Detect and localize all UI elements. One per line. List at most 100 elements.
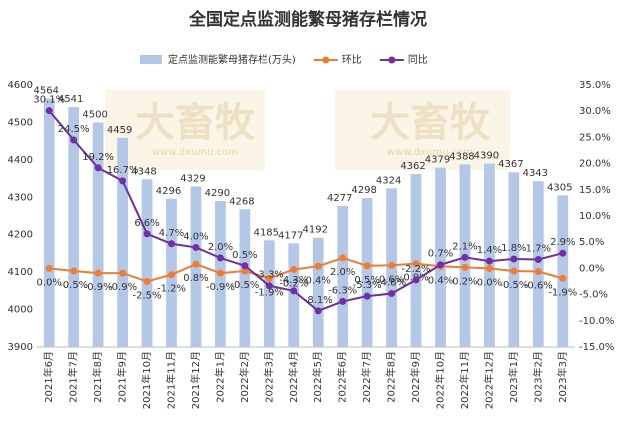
bar-value-label: 4564	[34, 85, 59, 96]
watermark-box	[335, 90, 510, 170]
line-marker	[192, 243, 200, 251]
line-marker	[45, 107, 53, 115]
bar-value-label: 4296	[156, 186, 181, 197]
y2-tick-label: -10.0%	[579, 316, 614, 327]
line-value-label: -0.5%	[499, 280, 528, 291]
bar-value-label: 4290	[205, 188, 230, 199]
line-marker	[388, 290, 396, 298]
line	[49, 256, 564, 283]
y2-tick-label: 35.0%	[579, 80, 611, 91]
watermark: 大畜牧	[135, 100, 256, 146]
y2-tick-label: 0.0%	[579, 263, 604, 274]
bar	[92, 122, 104, 347]
line-value-label: -8.1%	[304, 295, 333, 306]
y2-tick-label: 15.0%	[579, 185, 611, 196]
line-value-label: 4.0%	[183, 231, 208, 242]
line-marker	[45, 264, 53, 272]
bar-value-label: 4459	[107, 125, 132, 136]
line-value-label: 1.4%	[477, 245, 502, 256]
x-tick-label: 2023年2月	[531, 351, 544, 403]
y-tick-label: 3900	[8, 342, 33, 353]
bar-value-label: 4268	[229, 196, 254, 207]
bar-value-label: 4362	[400, 161, 425, 172]
x-tick-label: 2022年9月	[409, 351, 422, 403]
line-marker	[485, 257, 493, 265]
bar	[557, 195, 569, 347]
bar	[288, 243, 300, 347]
line-value-label: -0.2%	[279, 278, 308, 289]
line-value-label: -4.3%	[279, 275, 308, 286]
y2-tick-label: 30.0%	[579, 106, 611, 117]
x-tick-label: 2023年3月	[556, 351, 569, 403]
line-value-label: -3.3%	[255, 270, 284, 281]
line-value-label: -0.5%	[230, 280, 259, 291]
bar-value-label: 4305	[547, 182, 572, 193]
line-value-label: -0.6%	[524, 281, 553, 292]
line-value-label: 1.8%	[501, 243, 526, 254]
line-value-label: -5.3%	[353, 280, 382, 291]
legend-label: 环比	[342, 54, 362, 66]
watermark-box	[105, 90, 265, 170]
line	[48, 110, 564, 312]
bar-value-label: 4185	[254, 227, 279, 238]
line-value-label: 30.1%	[33, 95, 65, 106]
y2-tick-label: 5.0%	[579, 237, 604, 248]
line-marker	[510, 255, 518, 263]
y2-tick-label: 20.0%	[579, 159, 611, 170]
bar	[141, 179, 153, 347]
line-value-label: -2.2%	[402, 264, 431, 275]
line-value-label: 0.5%	[232, 250, 257, 261]
legend-marker	[322, 56, 330, 64]
line-value-label: 0.6%	[379, 274, 404, 285]
line-marker	[119, 269, 127, 277]
line-value-label: -4.8%	[377, 278, 406, 289]
bar	[117, 137, 128, 347]
line-marker	[119, 177, 127, 185]
bar-value-label: 4343	[523, 168, 548, 179]
y2-tick-label: -5.0%	[579, 290, 608, 301]
watermark: 大畜牧	[370, 100, 491, 146]
y-tick-label: 4600	[8, 80, 33, 91]
y-tick-label: 4300	[8, 192, 33, 203]
line-value-label: 6.6%	[134, 218, 159, 229]
watermark-url: www.dxumu.com	[387, 147, 473, 158]
y-tick-label: 4200	[8, 230, 33, 241]
line-value-label: 2.9%	[550, 237, 575, 248]
line-marker	[265, 274, 273, 282]
line-marker	[339, 254, 347, 262]
y-tick-label: 4100	[8, 267, 33, 278]
y-tick-label: 4400	[8, 155, 33, 166]
line-value-label: 2.0%	[208, 242, 233, 253]
line-value-label: -6.3%	[328, 285, 357, 296]
line-value-label: 2.1%	[452, 241, 477, 252]
bar-value-label: 4367	[498, 159, 523, 170]
bar-value-label: 4388	[449, 151, 474, 162]
bar	[68, 107, 80, 347]
x-tick-label: 2022年5月	[311, 351, 324, 403]
line-marker	[412, 260, 420, 268]
line-marker	[339, 297, 347, 305]
line-marker	[241, 267, 249, 275]
line-value-label: -0.9%	[84, 282, 113, 293]
line-marker	[485, 264, 493, 272]
line-marker	[143, 230, 151, 238]
line-value-label: 0.0%	[477, 277, 502, 288]
line-marker	[534, 268, 542, 276]
x-tick-label: 2021年11月	[165, 351, 178, 409]
line-value-label: 19.2%	[82, 152, 114, 163]
line-marker	[70, 136, 78, 144]
line-marker	[168, 271, 175, 279]
x-tick-label: 2021年7月	[67, 351, 80, 403]
line-marker	[510, 267, 518, 275]
bar	[484, 163, 495, 347]
line-marker	[437, 261, 444, 269]
line-marker	[559, 249, 567, 257]
line-marker	[168, 240, 175, 248]
y-tick-label: 4000	[8, 305, 33, 316]
x-tick-label: 2021年12月	[189, 351, 202, 409]
y2-tick-label: 10.0%	[579, 211, 611, 222]
y2-tick-label: -15.0%	[579, 342, 614, 353]
bar-value-label: 4390	[474, 151, 499, 162]
bar	[239, 209, 251, 347]
